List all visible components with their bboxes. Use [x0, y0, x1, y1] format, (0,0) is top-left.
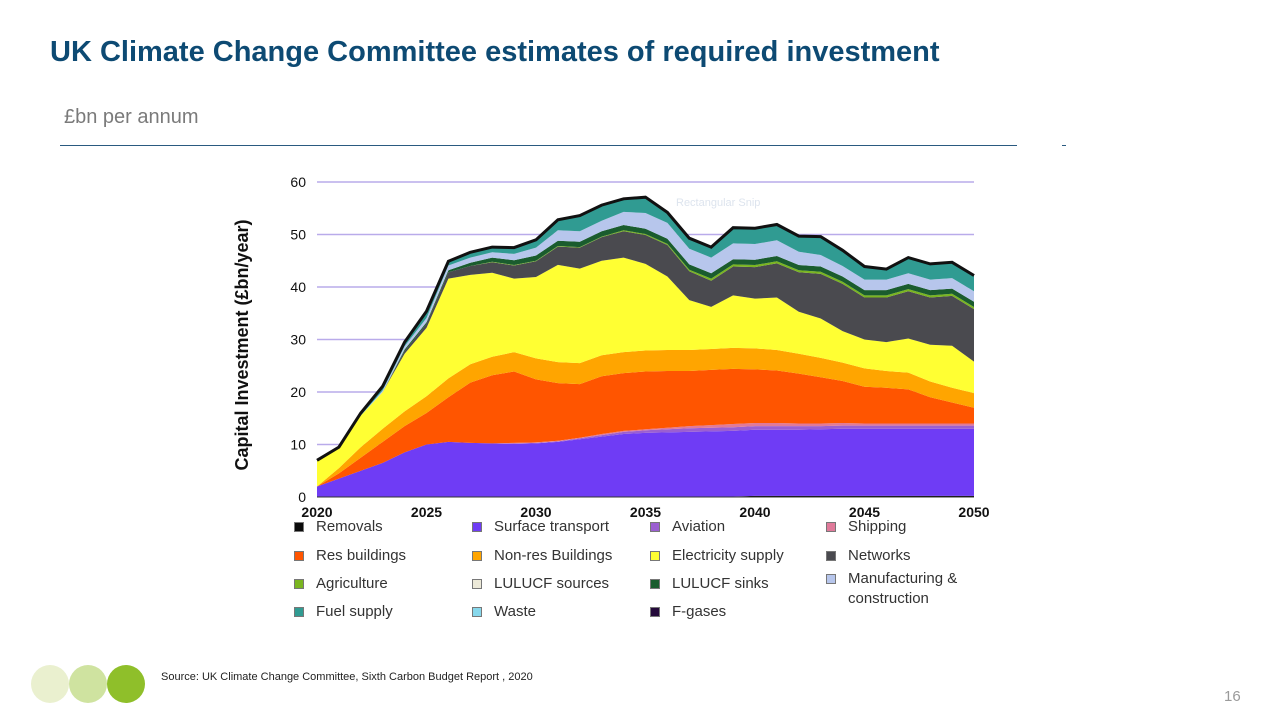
area-electricity-supply: [317, 257, 974, 487]
legend-label: Manufacturing & construction: [848, 570, 958, 607]
y-tick-label: 0: [298, 489, 306, 505]
legend-label: Aviation: [672, 518, 726, 535]
legend-item: Aviation: [650, 517, 725, 537]
legend-label: F-gases: [672, 603, 727, 620]
legend-swatch: [826, 551, 836, 561]
legend-item: Res buildings: [294, 546, 406, 566]
legend-swatch: [472, 607, 482, 617]
legend-item: Waste: [472, 602, 536, 622]
total-outline-line: [316, 195, 975, 462]
legend-item: Surface transport: [472, 517, 609, 537]
legend-swatch: [472, 522, 482, 532]
legend-item: Manufacturing & construction: [826, 569, 976, 609]
legend-label: Shipping: [848, 518, 907, 535]
faded-watermark: Rectangular Snip: [676, 197, 760, 209]
area-res-buildings: [317, 368, 974, 487]
area-series: [317, 197, 974, 497]
legend-label: Non-res Buildings: [494, 547, 613, 564]
legend-item: Non-res Buildings: [472, 546, 612, 566]
legend-swatch: [472, 579, 482, 589]
legend-swatch: [650, 551, 660, 561]
y-axis-label: Capital Investment (£bn/year): [232, 219, 252, 470]
legend-item: Fuel supply: [294, 602, 393, 622]
title-divider: [60, 145, 1017, 146]
slide-title: UK Climate Change Committee estimates of…: [50, 36, 940, 68]
y-tick-label: 40: [290, 279, 306, 295]
area-surface-transport: [317, 428, 974, 497]
legend-item: F-gases: [650, 602, 726, 622]
x-tick-label: 2020: [301, 504, 332, 520]
legend-item: Electricity supply: [650, 546, 784, 566]
legend-label: Surface transport: [494, 518, 610, 535]
legend-swatch: [294, 607, 304, 617]
legend-item: Agriculture: [294, 574, 388, 594]
legend-swatch: [472, 551, 482, 561]
y-tick-label: 60: [290, 174, 306, 190]
x-tick-label: 2025: [411, 504, 442, 520]
legend-label: Fuel supply: [316, 603, 393, 620]
legend-label: Res buildings: [316, 547, 407, 564]
decor-circle-2: [69, 665, 107, 703]
legend-item: Shipping: [826, 517, 906, 537]
x-tick-label: 2040: [739, 504, 770, 520]
source-note: Source: UK Climate Change Committee, Six…: [161, 671, 533, 683]
legend-label: Removals: [316, 518, 383, 535]
legend-item: Removals: [294, 517, 383, 537]
x-tick-label: 2045: [849, 504, 880, 520]
legend-swatch: [294, 522, 304, 532]
slide-subtitle: £bn per annum: [64, 106, 199, 128]
y-tick-label: 50: [290, 227, 306, 243]
legend-swatch: [294, 551, 304, 561]
decor-circle-3: [107, 665, 145, 703]
page-number: 16: [1224, 688, 1241, 705]
legend-swatch: [294, 579, 304, 589]
y-tick-label: 30: [290, 332, 306, 348]
x-tick-label: 2030: [520, 504, 551, 520]
legend-item: LULUCF sources: [472, 574, 609, 594]
legend-label: Agriculture: [316, 575, 388, 592]
legend-label: LULUCF sources: [494, 575, 610, 592]
x-tick-label: 2035: [630, 504, 661, 520]
total-outline: [316, 195, 975, 462]
legend-swatch: [650, 522, 660, 532]
x-tick-label: 2050: [958, 504, 989, 520]
legend-item: LULUCF sinks: [650, 574, 769, 594]
title-divider-tick: [1062, 145, 1066, 146]
legend-swatch: [650, 579, 660, 589]
legend-swatch: [826, 574, 836, 584]
legend-label: LULUCF sinks: [672, 575, 769, 592]
legend-label: Waste: [494, 603, 536, 620]
legend-label: Electricity supply: [672, 547, 784, 564]
legend-swatch: [650, 607, 660, 617]
legend-label: Networks: [848, 547, 911, 564]
area-networks: [317, 231, 974, 461]
legend-item: Networks: [826, 546, 911, 566]
y-tick-label: 10: [290, 437, 306, 453]
legend-swatch: [826, 522, 836, 532]
y-tick-label: 20: [290, 384, 306, 400]
decor-circle-1: [31, 665, 69, 703]
